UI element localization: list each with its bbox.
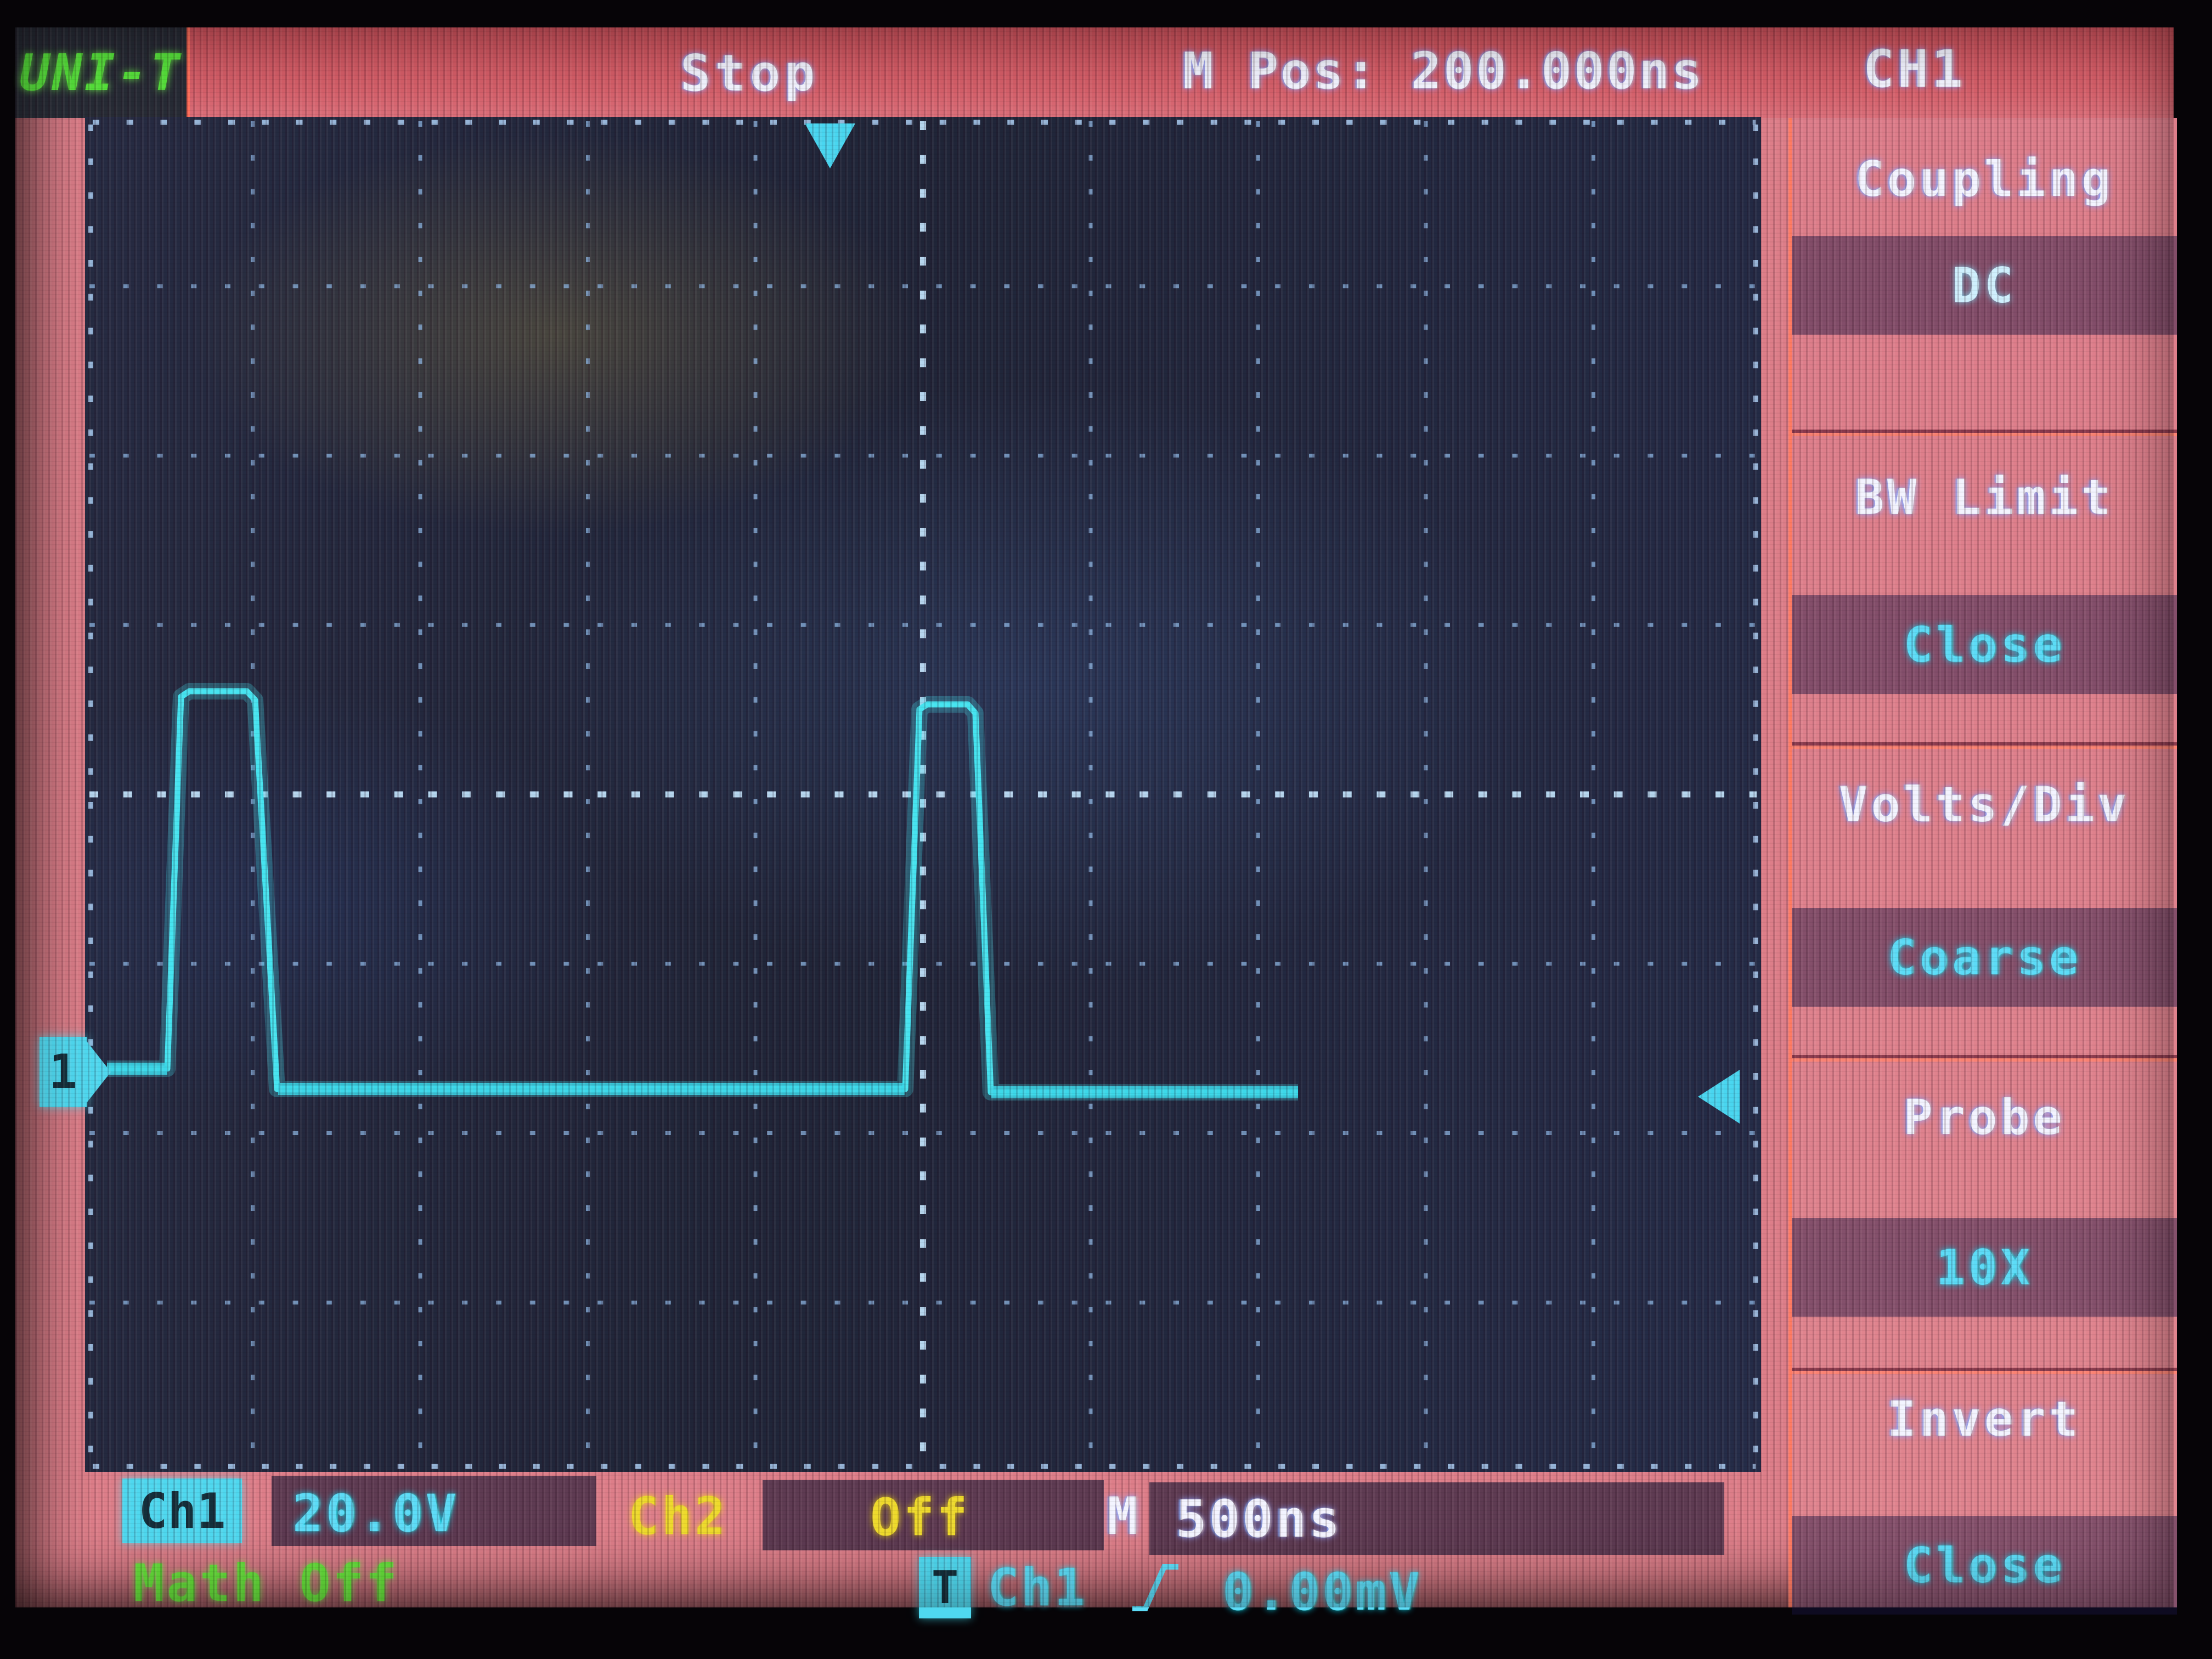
- menu-item-label: Coupling: [1855, 151, 2114, 207]
- ch1-trace-glow: [107, 683, 1298, 1101]
- menu-separator: [1792, 742, 2177, 749]
- ch1-badge: Ch1: [122, 1479, 242, 1543]
- ch1-scale-box: [272, 1476, 596, 1546]
- math-status: Math Off: [133, 1554, 399, 1613]
- trigger-position-marker-icon: [805, 123, 855, 168]
- timebase-prefix: M: [1107, 1487, 1141, 1547]
- ch1-trace-baseline-noise: [107, 1063, 1298, 1098]
- timebase-readout: 500ns: [1176, 1489, 1342, 1549]
- ch2-state-box: [763, 1480, 1104, 1550]
- brand-logo-text: UNI-T: [19, 43, 183, 102]
- ch1-scale-readout: 20.0V: [292, 1484, 459, 1544]
- channel1-marker-number: 1: [49, 1045, 77, 1099]
- menu-item-value[interactable]: Coarse: [1792, 908, 2177, 1007]
- menu-channel-title: CH1: [1863, 40, 1966, 99]
- graticule-grid: [89, 121, 1757, 1468]
- softkey-menu: Coupling DC BW Limit Close Volts/Div Coa…: [1788, 118, 2177, 1615]
- graticule-display: [85, 117, 1761, 1472]
- trigger-level-marker-icon: [1698, 1070, 1740, 1124]
- oscilloscope-screen: UNI-T Stop M Pos: 200.000ns CH1: [15, 27, 2177, 1622]
- menu-item-value[interactable]: DC: [1792, 236, 2177, 335]
- ch2-state-readout: Off: [870, 1488, 970, 1548]
- acquisition-status: Stop: [680, 44, 820, 103]
- menu-separator: [1792, 1368, 2177, 1374]
- ch1-badge-text: Ch1: [138, 1482, 226, 1539]
- brand-logo: UNI-T: [15, 27, 190, 118]
- trigger-badge: T: [919, 1557, 971, 1618]
- trigger-source-readout: Ch1: [988, 1558, 1087, 1618]
- horizontal-position-readout: M Pos: 200.000ns: [1183, 42, 1705, 100]
- menu-item-label: Probe: [1903, 1089, 2066, 1146]
- menu-item-value[interactable]: Close: [1792, 595, 2177, 694]
- timebase-box: [1149, 1482, 1724, 1555]
- status-bar: UNI-T Stop M Pos: 200.000ns CH1: [15, 27, 2174, 118]
- menu-item-label: Invert: [1887, 1391, 2081, 1447]
- trigger-level-readout: 0.00mV: [1222, 1562, 1422, 1622]
- menu-item-label: BW Limit: [1855, 469, 2114, 526]
- menu-item-label: Volts/Div: [1838, 776, 2130, 833]
- menu-item-value[interactable]: Close: [1792, 1516, 2177, 1615]
- trigger-badge-text: T: [931, 1561, 959, 1614]
- channel1-position-marker-icon: 1: [40, 1037, 111, 1107]
- rising-edge-icon: [1132, 1564, 1178, 1611]
- ch2-label: Ch2: [628, 1487, 728, 1547]
- menu-separator: [1792, 1055, 2177, 1062]
- menu-separator: [1792, 430, 2177, 436]
- ch1-trace: [107, 688, 1298, 1096]
- waveform-plot: [88, 120, 1758, 1469]
- menu-item-value[interactable]: 10X: [1792, 1218, 2177, 1317]
- graticule-center-axes: [89, 121, 1757, 1468]
